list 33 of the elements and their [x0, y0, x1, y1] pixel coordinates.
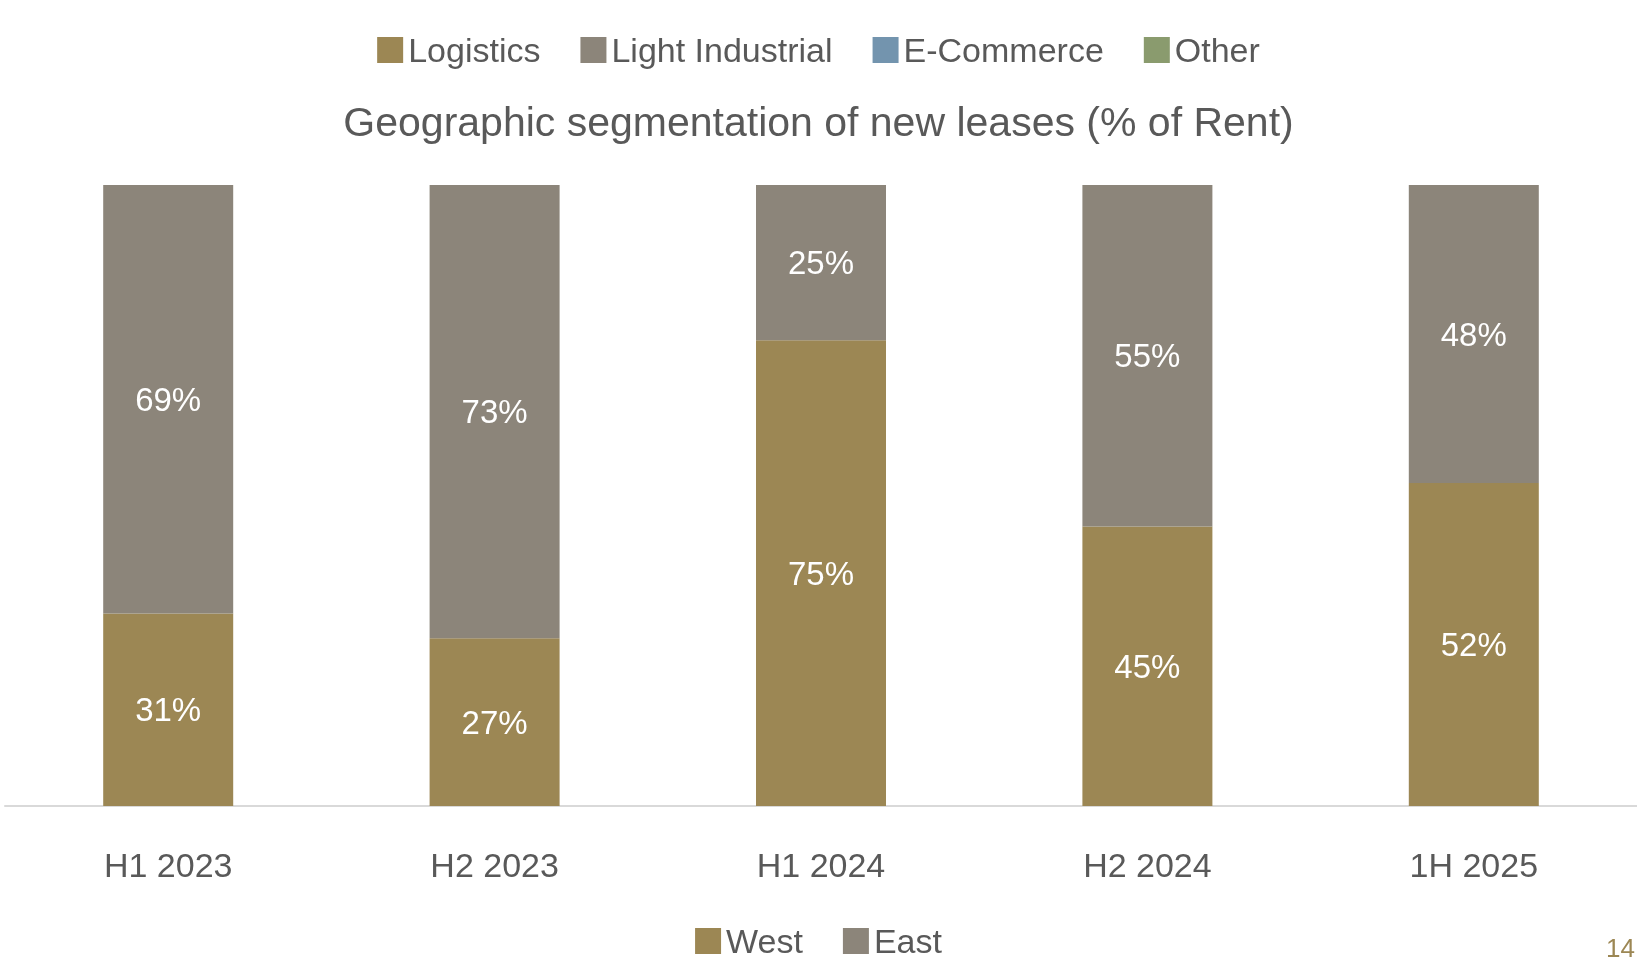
chart-title: Geographic segmentation of new leases (% of Rent): [343, 98, 1294, 145]
legend-label: Light Industrial: [611, 31, 833, 69]
data-label: 75%: [787, 554, 855, 592]
text: 14: [1606, 933, 1635, 963]
legend-label: E-Commerce: [903, 31, 1104, 69]
legend-label: East: [873, 922, 943, 960]
legend-label: Logistics: [408, 31, 541, 69]
bar: [1082, 526, 1213, 806]
bar: [1408, 185, 1539, 484]
data-label: 52%: [1440, 626, 1507, 664]
data-label: 73%: [461, 393, 528, 431]
data-label: 31%: [135, 691, 202, 729]
x-tick-label: H2 2024: [1083, 846, 1212, 884]
data-label: 69%: [135, 380, 202, 418]
bar: [756, 340, 886, 806]
data-label: 25%: [787, 244, 855, 282]
bar: [103, 613, 234, 806]
bar: [1408, 483, 1539, 806]
bar: [103, 185, 234, 614]
x-tick-label: H2 2023: [430, 846, 559, 884]
data-label: 48%: [1440, 315, 1507, 353]
legend-label: West: [726, 922, 804, 960]
data-label: 55%: [1114, 337, 1181, 375]
legend-label: Other: [1174, 31, 1260, 69]
x-tick-label: 1H 2025: [1409, 846, 1539, 884]
x-tick-label: H1 2023: [103, 846, 233, 884]
bar: [429, 638, 560, 806]
x-tick-label: H1 2024: [756, 846, 886, 884]
bar: [756, 185, 886, 341]
data-label: 27%: [461, 703, 528, 741]
data-label: 45%: [1114, 647, 1181, 685]
bar: [1082, 185, 1213, 527]
bar: [429, 185, 560, 639]
